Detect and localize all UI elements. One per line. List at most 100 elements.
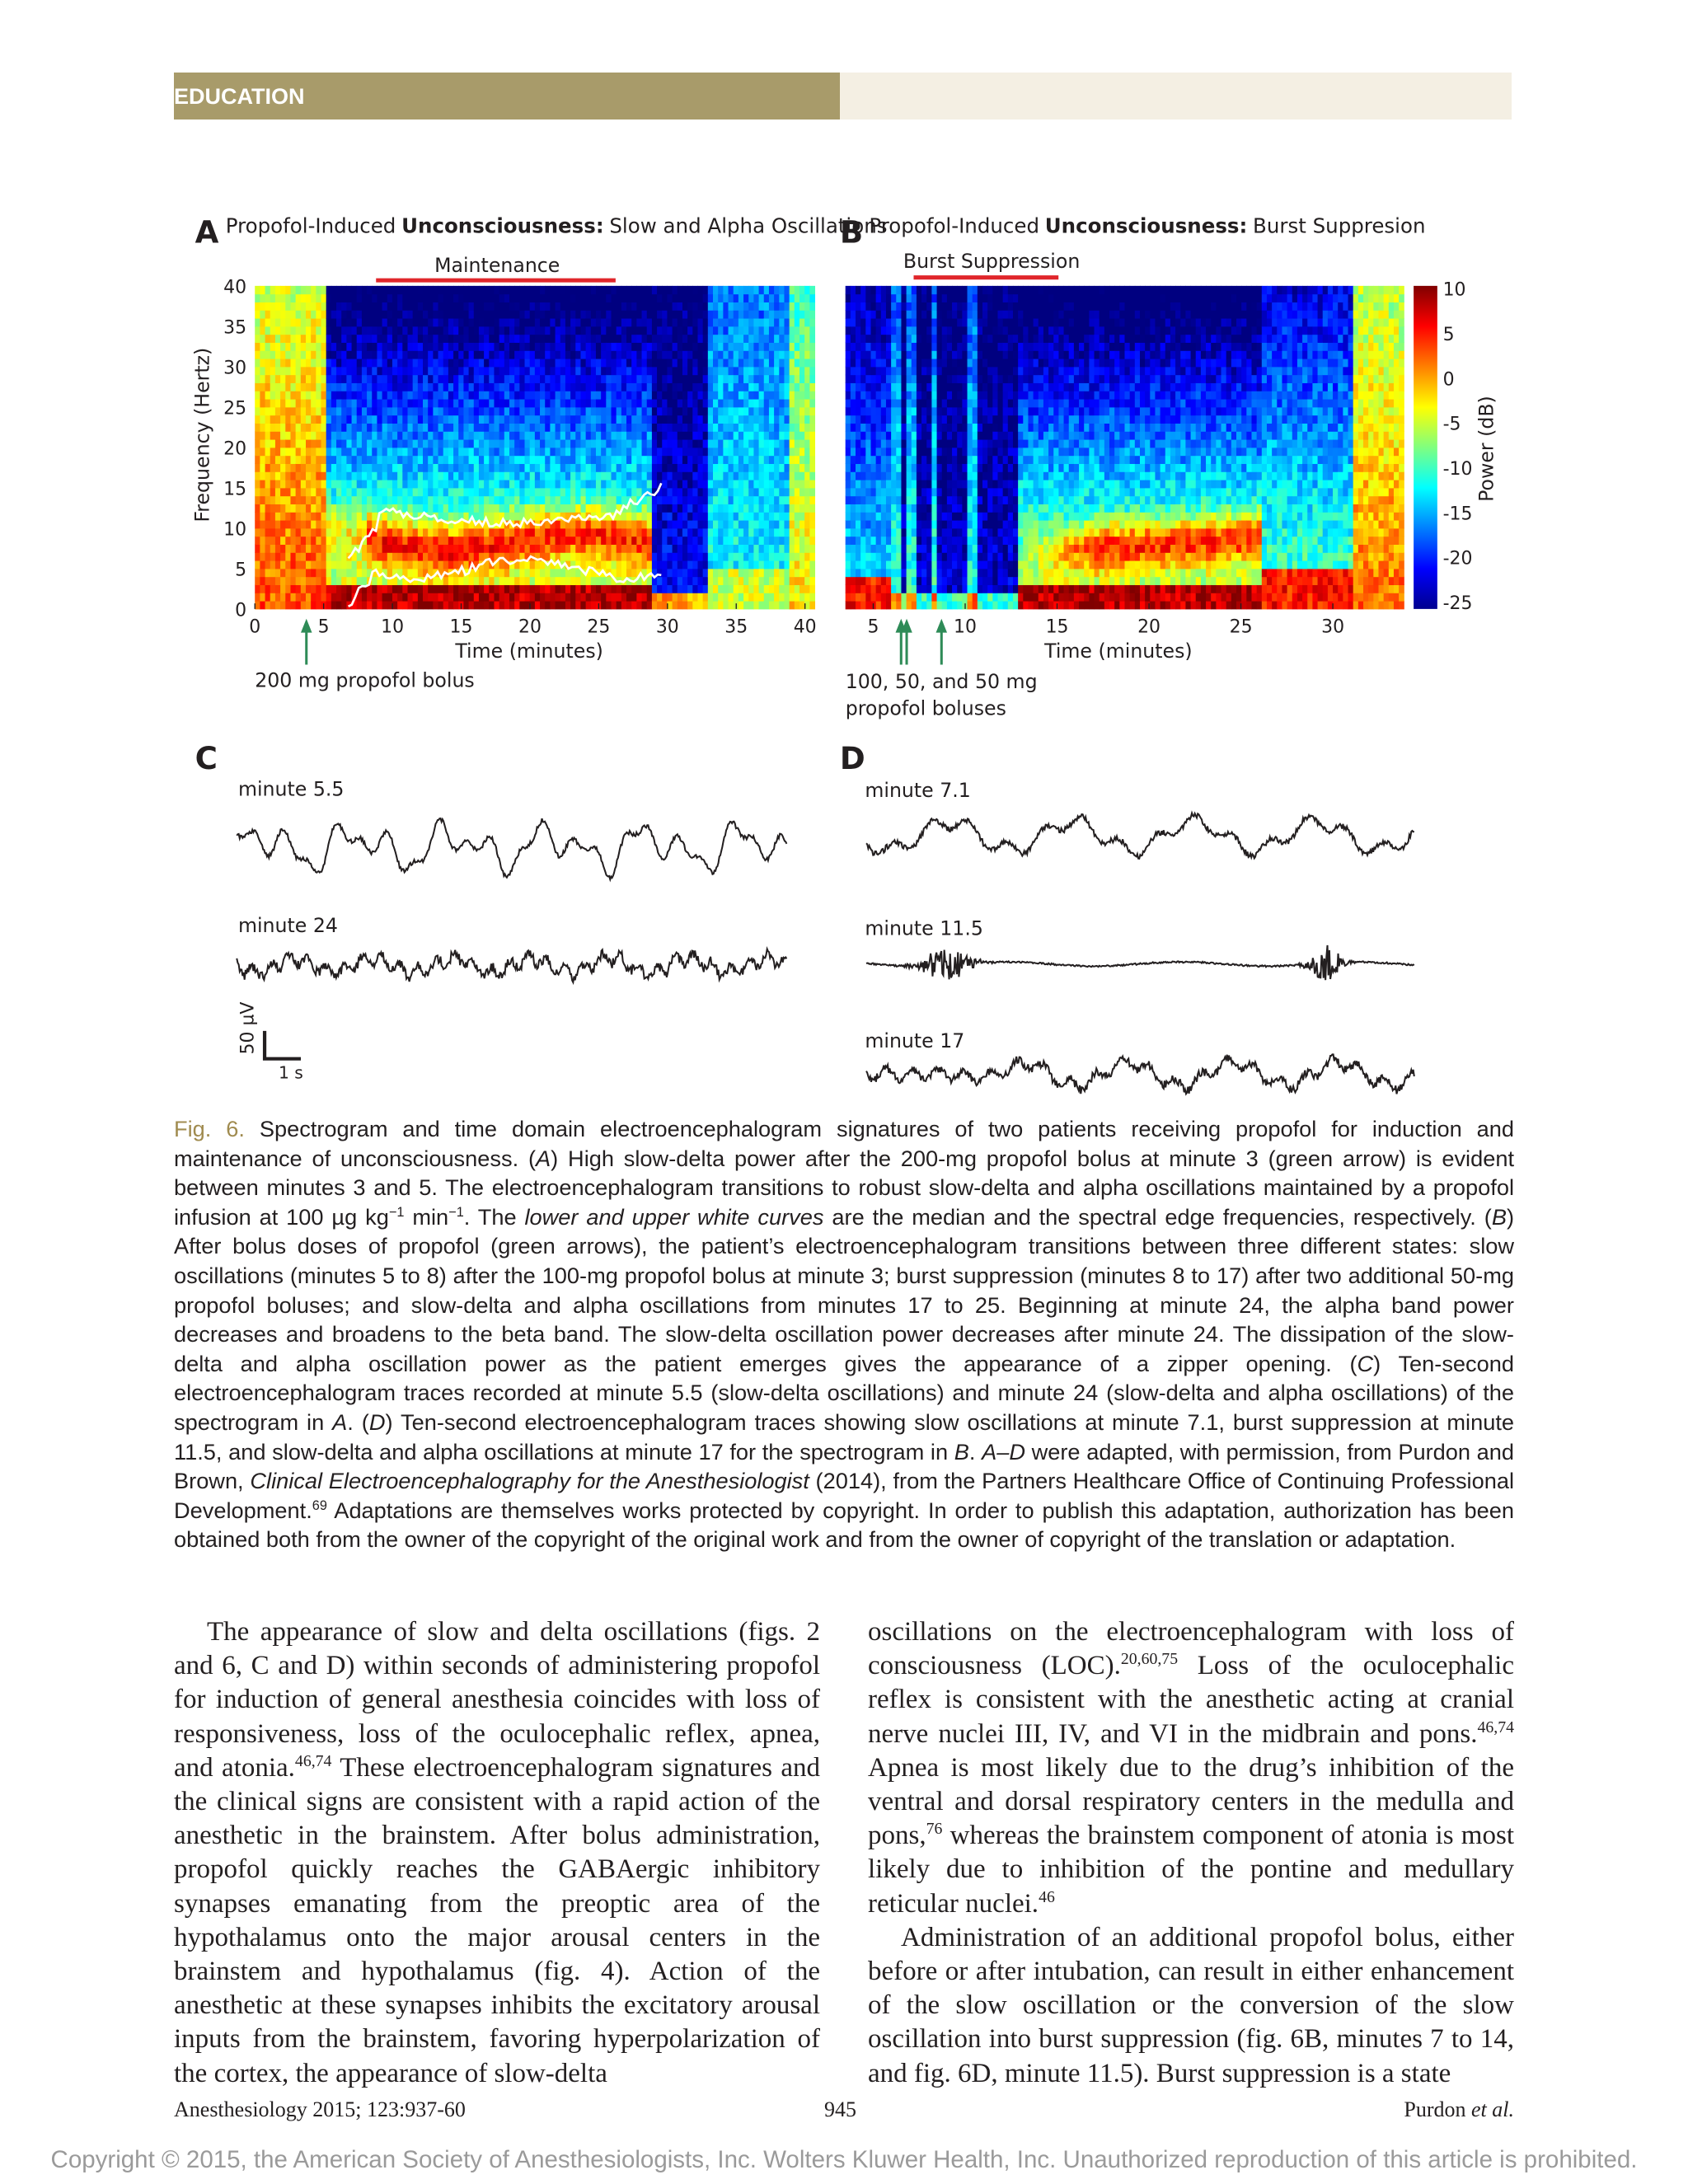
spectrogram-cell — [784, 310, 790, 319]
spectrogram-cell — [616, 504, 622, 513]
spectrogram-cell — [550, 495, 556, 504]
spectrogram-cell — [682, 552, 688, 561]
spectrogram-cell — [891, 302, 897, 311]
spectrogram-cell — [738, 285, 744, 295]
spectrogram-cell — [311, 285, 316, 295]
spectrogram-cell — [458, 584, 464, 593]
spectrogram-cell — [387, 423, 393, 432]
spectrogram-cell — [856, 406, 861, 416]
spectrogram-cell — [748, 342, 754, 351]
spectrogram-cell — [875, 576, 882, 585]
spectrogram-cell — [321, 593, 327, 602]
spectrogram-cell — [372, 302, 377, 311]
spectrogram-cell — [529, 415, 536, 424]
spectrogram-cell — [265, 601, 271, 610]
spectrogram-cell — [896, 520, 902, 529]
spectrogram-cell — [260, 359, 266, 368]
spectrogram-cell — [906, 439, 912, 448]
spectrogram-cell — [443, 293, 449, 302]
spectrogram-cell — [382, 463, 388, 472]
spectrogram-cell — [616, 285, 622, 295]
spectrogram-cell — [753, 285, 760, 295]
spectrogram-cell — [316, 293, 321, 302]
spectrogram-cell — [351, 471, 358, 480]
spectrogram-cell — [865, 334, 872, 343]
spectrogram-cell — [856, 318, 861, 327]
spectrogram-cell — [748, 302, 754, 311]
spectrogram-cell — [540, 447, 546, 457]
spectrogram-cell — [514, 382, 520, 391]
spectrogram-cell — [290, 480, 297, 489]
spectrogram-cell — [856, 471, 861, 480]
spectrogram-cell — [300, 326, 307, 335]
spectrogram-cell — [621, 415, 627, 424]
spectrogram-cell — [865, 536, 872, 545]
spectrogram-cell — [885, 536, 892, 545]
spectrogram-cell — [484, 350, 490, 359]
spectrogram-cell — [443, 512, 449, 521]
spectrogram-cell — [575, 520, 581, 529]
spectrogram-cell — [616, 318, 622, 327]
spectrogram-cell — [260, 334, 266, 343]
spectrogram-cell — [550, 399, 556, 408]
spectrogram-cell — [870, 293, 877, 302]
spectrogram-cell — [865, 520, 872, 529]
spectrogram-cell — [657, 584, 663, 593]
spectrogram-cell — [387, 536, 393, 545]
spectrogram-cell — [692, 326, 698, 335]
spectrogram-cell — [636, 463, 643, 472]
spectrogram-cell — [616, 463, 622, 472]
spectrogram-cell — [789, 406, 795, 416]
spectrogram-cell — [478, 487, 485, 497]
spectrogram-cell — [285, 399, 291, 408]
spectrogram-cell — [657, 359, 663, 368]
spectrogram-cell — [402, 520, 408, 529]
spectrogram-cell — [494, 399, 500, 408]
spectrogram-cell — [692, 487, 698, 497]
spectrogram-cell — [870, 560, 877, 569]
spectrogram-cell — [875, 601, 882, 610]
spectrogram-cell — [713, 293, 719, 302]
spectrogram-cell — [789, 455, 795, 464]
spectrogram-cell — [636, 544, 643, 553]
spectrogram-cell — [351, 463, 358, 472]
spectrogram-cell — [265, 463, 271, 472]
spectrogram-cell — [565, 576, 571, 585]
spectrogram-cell — [367, 536, 373, 545]
spectrogram-cell — [463, 406, 470, 416]
spectrogram-cell — [631, 366, 637, 376]
spectrogram-cell — [433, 415, 439, 424]
spectrogram-cell — [606, 374, 612, 383]
spectrogram-cell — [718, 480, 724, 489]
spectrogram-cell — [463, 423, 470, 432]
spectrogram-cell — [438, 576, 444, 585]
spectrogram-cell — [789, 293, 795, 302]
spectrogram-cell — [478, 399, 485, 408]
spectrogram-cell — [341, 391, 347, 400]
spectrogram-cell — [590, 487, 597, 497]
spectrogram-cell — [534, 447, 541, 457]
spectrogram-cell — [606, 527, 612, 537]
spectrogram-cell — [713, 495, 719, 504]
spectrogram-cell — [407, 527, 414, 537]
spectrogram-cell — [438, 374, 444, 383]
spectrogram-cell — [753, 560, 760, 569]
spectrogram-cell — [845, 326, 851, 335]
spectrogram-cell — [504, 310, 510, 319]
spectrogram-cell — [260, 302, 266, 311]
spectrogram-cell — [372, 366, 377, 376]
spectrogram-cell — [545, 593, 551, 602]
spectrogram-cell — [484, 399, 490, 408]
spectrogram-cell — [524, 391, 531, 400]
spectrogram-cell — [468, 504, 475, 513]
spectrogram-cell — [662, 593, 668, 602]
spectrogram-cell — [300, 293, 307, 302]
spectrogram-cell — [285, 560, 291, 569]
spectrogram-cell — [305, 487, 312, 497]
spectrogram-cell — [748, 423, 754, 432]
spectrogram-cell — [891, 552, 897, 561]
spectrogram-cell — [768, 495, 775, 504]
spectrogram-cell — [799, 399, 805, 408]
spectrogram-cell — [687, 431, 693, 440]
spectrogram-cell — [753, 512, 760, 521]
